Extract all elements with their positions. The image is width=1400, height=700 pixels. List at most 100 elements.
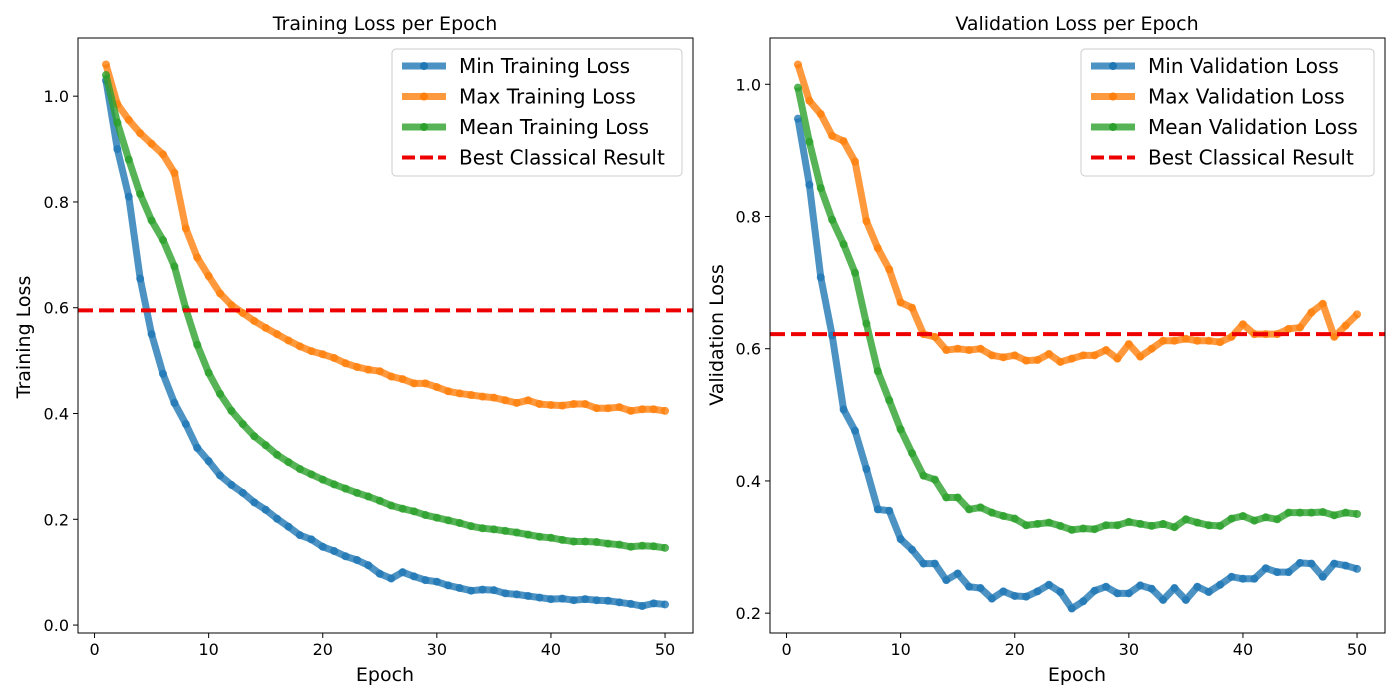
data-point [976,344,985,353]
data-point [1022,356,1031,365]
data-point [1102,582,1111,591]
x-tick-label: 10 [198,640,218,659]
data-point [1181,334,1190,343]
data-point [375,367,384,376]
data-point [1010,351,1019,360]
data-point [1113,521,1122,530]
data-point [1204,588,1213,597]
legend-label: Min Validation Loss [1148,54,1339,78]
data-point [1216,521,1225,530]
data-point [919,559,928,568]
data-point [1044,350,1053,359]
data-point [524,591,533,600]
data-point [387,372,396,381]
data-point [569,399,578,408]
data-point [1170,584,1179,593]
x-tick-label: 0 [781,640,791,659]
data-point [930,559,939,568]
legend-item-max-validation-loss: Max Validation Loss [1091,85,1345,109]
x-tick-label: 50 [655,640,675,659]
data-point [942,493,951,502]
plot-area-frame [77,37,694,634]
data-point [885,265,894,274]
data-point [1113,589,1122,598]
data-point [793,114,802,123]
data-point [1170,523,1179,532]
data-point [410,572,419,581]
data-point [1113,354,1122,363]
data-point [1124,340,1133,349]
data-point [615,598,624,607]
data-point [828,131,837,140]
legend: Min Validation Loss Max Validation Loss Me… [1080,48,1375,177]
data-point [1216,580,1225,589]
data-point [987,351,996,360]
data-point [851,157,860,166]
data-point [1330,332,1339,341]
data-point [1330,511,1339,520]
data-point [238,488,247,497]
data-point [953,569,962,578]
data-point [170,168,179,177]
data-point [238,420,247,429]
data-point [1010,591,1019,600]
data-point [250,316,259,325]
data-point [318,475,327,484]
data-point [170,262,179,271]
data-point [1330,559,1339,568]
data-point [930,475,939,484]
data-point [295,342,304,351]
data-point [204,368,213,377]
data-point [181,420,190,429]
x-axis-label: Epoch [356,664,414,686]
x-tick-label: 20 [313,640,333,659]
data-point [227,301,236,310]
data-point [501,526,510,535]
x-tick-label: 40 [1233,640,1253,659]
y-tick-label: 1.0 [736,75,761,94]
data-point [501,396,510,405]
data-point [295,531,304,540]
data-point [524,396,533,405]
data-point [1250,516,1259,525]
data-point [987,594,996,603]
data-point [455,389,464,398]
data-point [284,458,293,467]
data-point [965,505,974,514]
data-point [478,524,487,533]
data-point [1295,323,1304,332]
data-point [873,244,882,253]
data-point [1102,346,1111,355]
y-tick-label: 0.4 [736,472,761,491]
x-tick-label: 50 [1347,640,1367,659]
data-point [581,537,590,546]
data-point [1227,514,1236,523]
data-point [341,484,350,493]
series-line-min-validation-loss [794,118,1359,613]
data-point [569,596,578,605]
data-point [661,543,670,552]
data-point [1033,355,1042,364]
data-point [136,129,145,138]
data-point [432,577,441,586]
data-point [558,535,567,544]
data-point [147,216,156,225]
x-tick-label: 0 [89,640,99,659]
data-point [638,405,647,414]
legend-item-mean-training-loss: Mean Training Loss [402,115,649,139]
data-point [261,323,270,332]
data-point [615,540,624,549]
data-point [1204,521,1213,530]
data-point [649,405,658,414]
data-point [1136,581,1145,590]
data-point [1124,589,1133,598]
data-point [942,346,951,355]
data-point [805,96,814,105]
data-point [965,346,974,355]
data-point [410,507,419,516]
data-point [1056,521,1065,530]
data-point [1010,514,1019,523]
data-point [193,340,202,349]
data-point [851,426,860,435]
data-point [1159,595,1168,604]
